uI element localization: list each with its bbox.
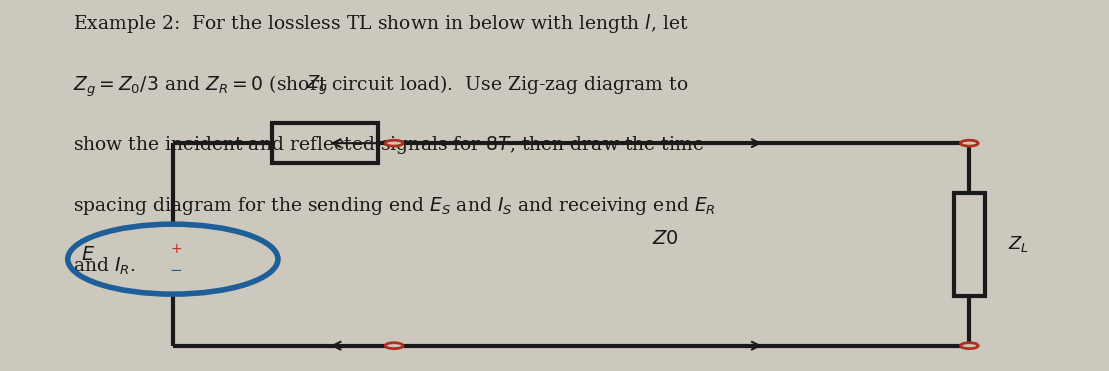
Bar (954, 193, 985, 296)
Text: −: − (170, 263, 183, 278)
Text: $Z0$: $Z0$ (652, 230, 679, 248)
Text: $Z_L$: $Z_L$ (1008, 234, 1029, 255)
Circle shape (385, 140, 403, 146)
Text: +: + (171, 242, 182, 256)
Text: $E$: $E$ (81, 246, 95, 265)
Bar (273, 123, 377, 163)
Circle shape (960, 140, 978, 146)
Circle shape (385, 343, 403, 349)
Circle shape (960, 343, 978, 349)
Text: Example 2:  For the lossless TL shown in below with length $l$, let: Example 2: For the lossless TL shown in … (73, 13, 689, 36)
Text: $Z_g$: $Z_g$ (306, 74, 328, 97)
Text: $Z_g = Z_0/3$ and $Z_R = 0$ (short circuit load).  Use Zig-zag diagram to: $Z_g = Z_0/3$ and $Z_R = 0$ (short circu… (73, 73, 689, 99)
Text: spacing diagram for the sending end $E_S$ and $I_S$ and receiving end $E_R$: spacing diagram for the sending end $E_S… (73, 195, 716, 217)
Text: show the incident and reflected signals for $8T$, then draw the time-: show the incident and reflected signals … (73, 134, 711, 156)
Text: and $I_R$.: and $I_R$. (73, 256, 135, 277)
